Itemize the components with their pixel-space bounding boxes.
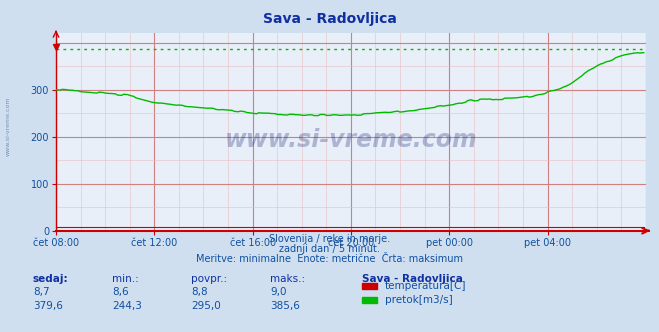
Text: zadnji dan / 5 minut.: zadnji dan / 5 minut. (279, 244, 380, 254)
Text: povpr.:: povpr.: (191, 274, 227, 284)
Text: 385,6: 385,6 (270, 301, 300, 311)
Text: 8,6: 8,6 (112, 287, 129, 297)
Text: 8,8: 8,8 (191, 287, 208, 297)
Text: 379,6: 379,6 (33, 301, 63, 311)
Text: www.si-vreme.com: www.si-vreme.com (5, 96, 11, 156)
Text: Sava - Radovljica: Sava - Radovljica (262, 12, 397, 26)
Text: 8,7: 8,7 (33, 287, 49, 297)
Text: pretok[m3/s]: pretok[m3/s] (385, 295, 453, 305)
Text: 9,0: 9,0 (270, 287, 287, 297)
Text: sedaj:: sedaj: (33, 274, 69, 284)
Text: Sava - Radovljica: Sava - Radovljica (362, 274, 463, 284)
Text: min.:: min.: (112, 274, 139, 284)
Text: temperatura[C]: temperatura[C] (385, 281, 467, 291)
Text: 295,0: 295,0 (191, 301, 221, 311)
Text: Slovenija / reke in morje.: Slovenija / reke in morje. (269, 234, 390, 244)
Text: maks.:: maks.: (270, 274, 305, 284)
Text: www.si-vreme.com: www.si-vreme.com (225, 128, 477, 152)
Text: 244,3: 244,3 (112, 301, 142, 311)
Text: Meritve: minimalne  Enote: metrične  Črta: maksimum: Meritve: minimalne Enote: metrične Črta:… (196, 254, 463, 264)
